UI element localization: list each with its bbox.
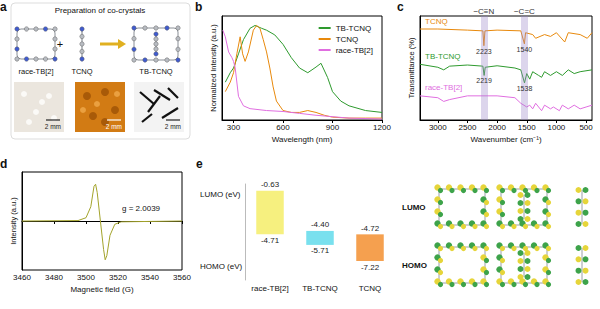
- svg-text:3460: 3460: [13, 273, 31, 282]
- svg-text:-0.63: -0.63: [261, 180, 280, 189]
- svg-text:1000: 1000: [548, 123, 566, 132]
- svg-text:LUMO: LUMO: [402, 203, 426, 212]
- svg-text:TB-TCNQ: TB-TCNQ: [425, 52, 461, 61]
- svg-text:Wavenumber (cm⁻¹): Wavenumber (cm⁻¹): [470, 135, 541, 144]
- svg-text:2 mm: 2 mm: [45, 123, 61, 130]
- svg-text:b: b: [195, 0, 202, 14]
- svg-text:Wavelength (nm): Wavelength (nm): [272, 135, 333, 144]
- svg-text:TB-TCNQ: TB-TCNQ: [139, 67, 172, 76]
- svg-text:TB-TCNQ: TB-TCNQ: [336, 24, 372, 33]
- svg-text:2 mm: 2 mm: [165, 123, 181, 130]
- svg-text:TCNQ: TCNQ: [336, 35, 359, 44]
- svg-text:Magnetic field (G): Magnetic field (G): [70, 285, 133, 294]
- svg-text:2219: 2219: [476, 77, 492, 84]
- svg-text:1538: 1538: [517, 85, 533, 92]
- svg-text:TCNQ: TCNQ: [425, 17, 448, 26]
- svg-text:Transmittance (%): Transmittance (%): [407, 37, 416, 98]
- svg-text:Preparation of co-crystals: Preparation of co-crystals: [55, 6, 146, 15]
- svg-text:3540: 3540: [141, 273, 159, 282]
- svg-text:e: e: [196, 157, 203, 171]
- svg-text:HOMO: HOMO: [402, 261, 427, 270]
- svg-text:a: a: [0, 0, 7, 14]
- svg-text:-7.22: -7.22: [361, 263, 380, 272]
- svg-text:1540: 1540: [517, 46, 533, 53]
- svg-text:race-TB[2]: race-TB[2]: [336, 46, 373, 55]
- svg-text:3520: 3520: [109, 273, 127, 282]
- svg-text:race-TB[2]: race-TB[2]: [18, 67, 53, 76]
- svg-text:3560: 3560: [173, 273, 191, 282]
- svg-text:-4.72: -4.72: [361, 224, 380, 233]
- svg-text:2 mm: 2 mm: [106, 123, 122, 130]
- svg-text:Normalized Intensity (a.u.): Normalized Intensity (a.u.): [209, 24, 218, 112]
- svg-text:600: 600: [276, 123, 290, 132]
- svg-text:3000: 3000: [429, 123, 447, 132]
- svg-text:-5.71: -5.71: [311, 246, 330, 255]
- svg-text:300: 300: [227, 123, 241, 132]
- svg-text:g = 2.0039: g = 2.0039: [122, 204, 161, 213]
- svg-text:−C≡N: −C≡N: [473, 7, 494, 16]
- svg-text:1200: 1200: [373, 123, 391, 132]
- svg-text:TB-TCNQ: TB-TCNQ: [302, 284, 338, 293]
- svg-text:race-TB[2]: race-TB[2]: [425, 83, 462, 92]
- svg-text:3480: 3480: [45, 273, 63, 282]
- svg-text:+: +: [57, 38, 63, 50]
- svg-text:−C=C: −C=C: [514, 7, 535, 16]
- svg-text:1500: 1500: [518, 123, 536, 132]
- svg-text:-4.71: -4.71: [261, 236, 280, 245]
- svg-text:TCNQ: TCNQ: [359, 284, 382, 293]
- svg-text:TCNQ: TCNQ: [71, 67, 92, 76]
- svg-text:LUMO (eV): LUMO (eV): [200, 190, 241, 199]
- svg-text:d: d: [0, 157, 7, 171]
- svg-text:Intensity (a.u.): Intensity (a.u.): [9, 197, 18, 245]
- svg-text:2000: 2000: [488, 123, 506, 132]
- svg-text:900: 900: [326, 123, 340, 132]
- svg-text:race-TB[2]: race-TB[2]: [251, 284, 288, 293]
- svg-text:3500: 3500: [77, 273, 95, 282]
- svg-text:c: c: [397, 0, 404, 14]
- svg-text:-4.40: -4.40: [311, 220, 330, 229]
- svg-text:500: 500: [579, 123, 593, 132]
- svg-text:2223: 2223: [476, 48, 492, 55]
- svg-text:HOMO (eV): HOMO (eV): [200, 262, 243, 271]
- svg-text:2500: 2500: [459, 123, 477, 132]
